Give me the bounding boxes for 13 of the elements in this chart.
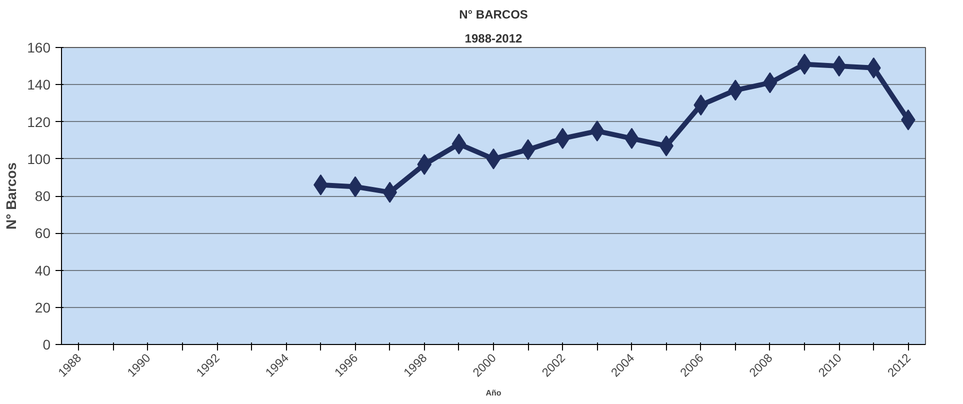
y-tick-label: 100 bbox=[27, 150, 51, 167]
y-tick-label: 40 bbox=[34, 262, 51, 278]
y-tick-label: 0 bbox=[42, 336, 51, 352]
y-tick-label: 140 bbox=[27, 76, 51, 93]
x-axis-title: Año bbox=[486, 388, 502, 398]
y-tick-label: 120 bbox=[27, 114, 51, 130]
chart-subtitle: 1988-2012 bbox=[464, 32, 523, 46]
y-axis-title: N° Barcos bbox=[3, 162, 20, 230]
chart-title: N° BARCOS bbox=[459, 8, 528, 22]
y-tick-label: 60 bbox=[34, 225, 51, 242]
y-tick-label: 80 bbox=[34, 188, 51, 204]
y-tick-label: 20 bbox=[34, 299, 51, 316]
y-tick-label: 160 bbox=[27, 40, 51, 56]
